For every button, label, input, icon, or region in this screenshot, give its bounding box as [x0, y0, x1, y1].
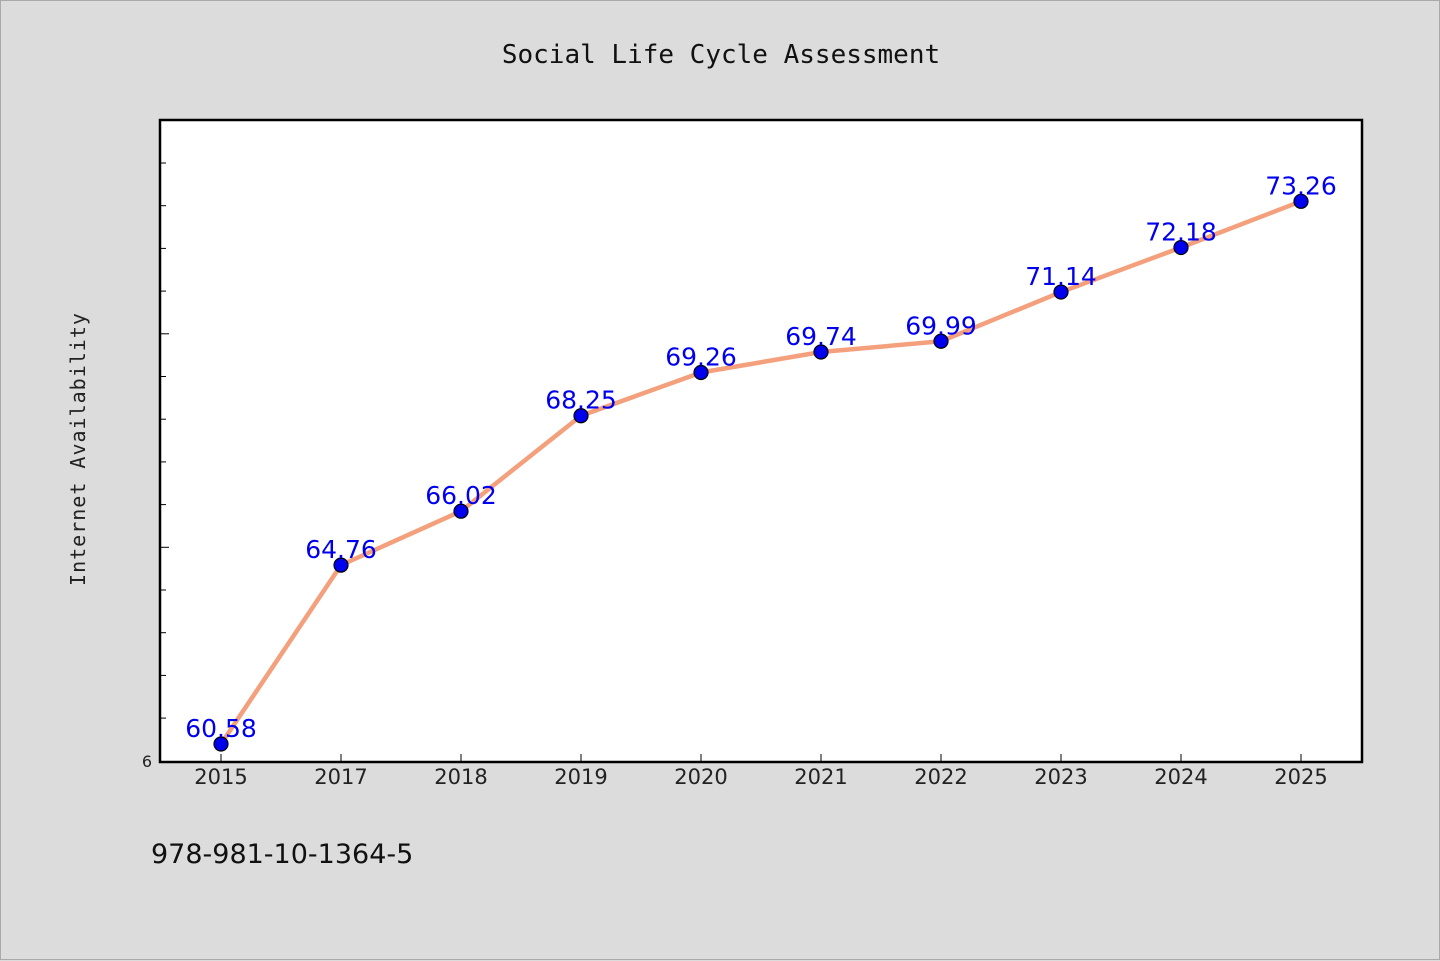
- y-axis-label: Internet Availability: [66, 312, 90, 586]
- data-point: [573, 408, 589, 424]
- data-label: 66.02: [425, 481, 497, 510]
- data-point: [1053, 284, 1069, 300]
- data-label-group: 60.58 64.76 66.02 68.25 69.26 69.74 69.99 71.14…: [185, 171, 1337, 743]
- x-tick-label: 2020: [674, 765, 727, 789]
- y-tick-label: 6: [142, 752, 152, 771]
- data-label: 72.18: [1145, 218, 1217, 247]
- data-label: 69.26: [665, 343, 737, 372]
- plot-area: [158, 118, 1364, 764]
- data-point: [1173, 239, 1189, 256]
- x-tick-label: 2015: [194, 765, 247, 789]
- data-label: 64.76: [305, 535, 377, 564]
- data-point: [693, 364, 709, 381]
- chart-title: Social Life Cycle Assessment: [502, 40, 940, 70]
- x-axis-ticks: 2015 2017 2018 2019 2020 2021 2022 2023 2024 2025: [194, 754, 1328, 789]
- data-point: [813, 344, 829, 360]
- x-tick-label: 2023: [1034, 765, 1087, 789]
- x-tick-label: 2018: [434, 765, 487, 789]
- data-point: [213, 736, 229, 752]
- data-label: 69.74: [785, 322, 857, 351]
- data-label: 68.25: [545, 386, 617, 415]
- data-label: 60.58: [185, 714, 257, 743]
- x-tick-label: 2019: [554, 765, 607, 789]
- x-tick-label: 2021: [794, 765, 847, 789]
- data-point: [453, 503, 469, 519]
- data-point: [1293, 193, 1309, 209]
- series-line: [219, 199, 1302, 746]
- footer-isbn: 978-981-10-1364-5: [151, 839, 413, 870]
- data-point: [933, 333, 949, 349]
- data-label: 73.26: [1265, 171, 1337, 200]
- data-point: [333, 557, 349, 573]
- data-label: 71.14: [1025, 262, 1097, 291]
- data-label: 69.99: [905, 311, 977, 340]
- x-tick-label: 2025: [1274, 765, 1327, 789]
- series-group: [213, 193, 1309, 752]
- x-tick-label: 2024: [1154, 765, 1207, 789]
- x-tick-label: 2017: [314, 765, 367, 789]
- y-axis-ticks: [160, 162, 169, 719]
- x-tick-label: 2022: [914, 765, 967, 789]
